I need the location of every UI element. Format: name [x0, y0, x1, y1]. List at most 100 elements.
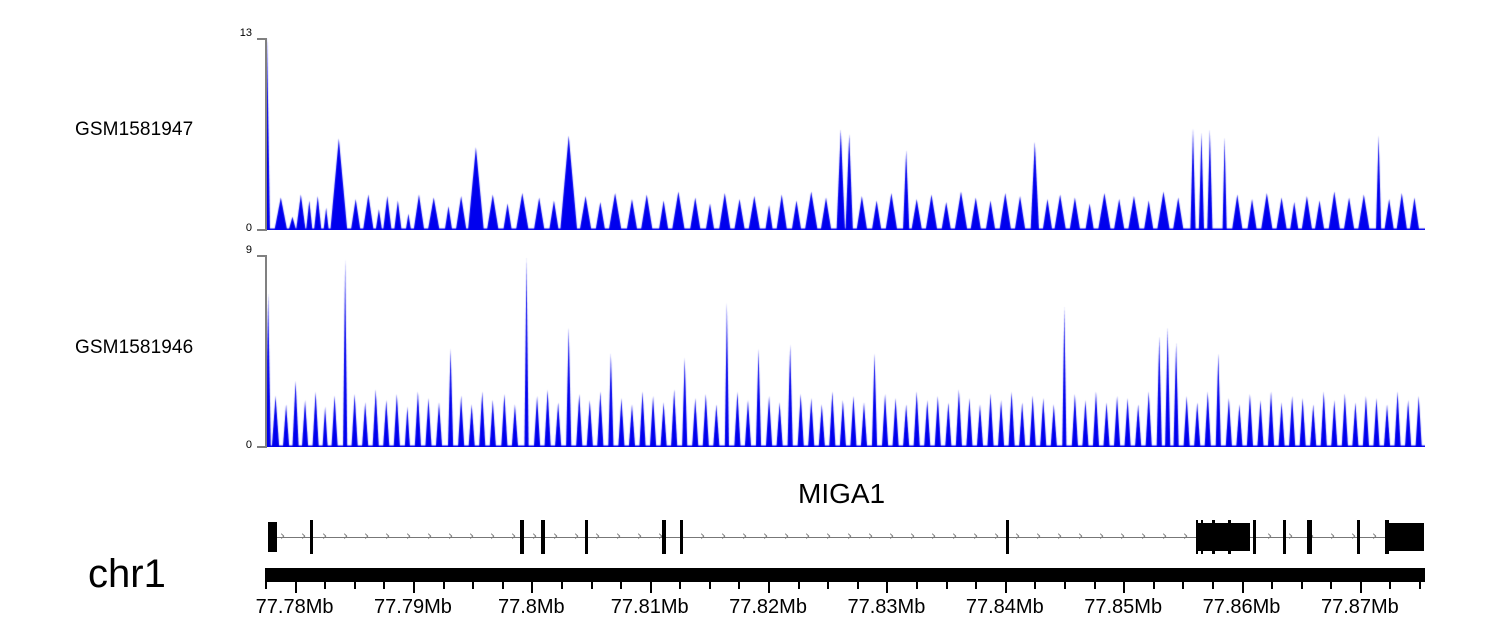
gene-exon[interactable]: [1212, 520, 1215, 554]
intron-arrow-icon: ›: [1120, 529, 1126, 544]
gene-exon[interactable]: [1228, 520, 1231, 554]
ruler-minor-tick: [620, 582, 623, 589]
intron-arrow-icon: ›: [1330, 529, 1336, 544]
intron-arrow-icon: ›: [553, 529, 559, 544]
intron-arrow-icon: ›: [1078, 529, 1084, 544]
intron-arrow-icon: ›: [364, 529, 370, 544]
ruler-major-tick: [886, 582, 889, 593]
intron-arrow-icon: ›: [1036, 529, 1042, 544]
track-label-gsm1581946: GSM1581946: [75, 337, 194, 358]
gene-exon[interactable]: [1201, 520, 1203, 554]
ruler-tick-label: 77.82Mb: [729, 596, 807, 618]
gene-exon[interactable]: [520, 520, 524, 554]
intron-arrow-icon: ›: [826, 529, 832, 544]
intron-arrow-icon: ›: [1015, 529, 1021, 544]
intron-arrow-icon: ›: [343, 529, 349, 544]
y-axis-tick-max-track2: [257, 255, 266, 257]
intron-line: [268, 537, 1424, 538]
intron-arrow-icon: ›: [784, 529, 790, 544]
intron-arrow-icon: ›: [1141, 529, 1147, 544]
ruler-minor-tick: [1271, 582, 1274, 589]
ruler-major-tick: [294, 582, 297, 593]
ruler-minor-tick: [1419, 582, 1422, 589]
ruler-tick-label: 77.87Mb: [1320, 596, 1399, 618]
ruler-minor-tick: [1034, 582, 1037, 589]
ruler-minor-tick: [1389, 582, 1392, 589]
ruler-major-tick: [1004, 582, 1007, 593]
track-label-gsm1581947: GSM1581947: [75, 119, 194, 140]
y-axis-max-label-track2: 9: [245, 244, 252, 256]
ruler-minor-tick: [738, 582, 741, 589]
intron-arrow-icon: ›: [1267, 529, 1273, 544]
intron-arrow-icon: ›: [721, 529, 727, 544]
y-axis-tick-min-track2: [257, 446, 266, 448]
gene-exon[interactable]: [1006, 520, 1009, 554]
intron-arrow-icon: ›: [805, 529, 811, 544]
intron-arrow-icon: ›: [532, 529, 538, 544]
ruler-major-tick: [1359, 582, 1362, 593]
gene-exon[interactable]: [585, 520, 588, 554]
y-axis-line-track1: [265, 38, 267, 231]
ruler-minor-tick: [945, 582, 948, 589]
ruler-major-tick: [768, 582, 771, 593]
intron-arrow-icon: ›: [616, 529, 622, 544]
ruler-minor-tick: [324, 582, 327, 589]
coverage-canvas-gsm1581947: [265, 38, 1425, 230]
intron-arrow-icon: ›: [574, 529, 580, 544]
gene-exon[interactable]: [1253, 520, 1256, 554]
ruler-tick-label: 77.84Mb: [965, 596, 1044, 618]
ruler-minor-tick: [590, 582, 593, 589]
intron-arrow-icon: ›: [1351, 529, 1357, 544]
intron-arrow-icon: ›: [637, 529, 643, 544]
ruler-minor-tick: [708, 582, 711, 589]
ruler-tick-label: 77.85Mb: [1084, 596, 1163, 618]
ruler-tick-label: 77.79Mb: [374, 596, 452, 618]
intron-arrow-icon: ›: [742, 529, 748, 544]
intron-arrow-icon: ›: [1162, 529, 1168, 544]
intron-arrow-icon: ›: [301, 529, 307, 544]
gene-model-track[interactable]: › › › › › › › › › › › › › › › › › › › › › › › › › › › › › › › › › › › › › › › ›…: [0, 515, 1500, 561]
gene-exon[interactable]: [1357, 520, 1360, 554]
coverage-canvas-gsm1581946: [265, 255, 1425, 447]
intron-arrow-icon: ›: [427, 529, 433, 544]
y-axis-line-track2: [265, 255, 267, 448]
intron-arrow-icon: ›: [385, 529, 391, 544]
intron-arrow-icon: ›: [868, 529, 874, 544]
ruler-label-group: 77.78Mb 77.79Mb 77.8Mb 77.81Mb 77.82Mb 77.83M…: [0, 596, 1500, 626]
gene-exon[interactable]: [680, 520, 683, 554]
intron-arrow-icon: ›: [994, 529, 1000, 544]
ruler-tick-label: 77.78Mb: [255, 596, 334, 618]
gene-exon[interactable]: [268, 522, 277, 552]
intron-arrow-icon: ›: [952, 529, 958, 544]
gene-exon[interactable]: [1307, 520, 1312, 554]
ruler-tick-label: 77.86Mb: [1202, 596, 1281, 618]
ruler-minor-tick: [472, 582, 475, 589]
y-axis-min-label-track1: 0: [245, 222, 252, 234]
ruler-minor-tick: [1211, 582, 1214, 589]
ruler-minor-tick: [442, 582, 445, 589]
gene-exon[interactable]: [1283, 520, 1286, 554]
gene-exon[interactable]: [1196, 520, 1198, 554]
ruler-minor-tick: [916, 582, 919, 589]
ruler-major-tick: [412, 582, 415, 593]
ruler-minor-tick: [560, 582, 563, 589]
intron-arrow-icon: ›: [931, 529, 937, 544]
gene-exon[interactable]: [662, 520, 666, 554]
ideogram-bar: [265, 568, 1425, 582]
gene-exon[interactable]: [1385, 523, 1424, 551]
intron-arrow-icon: ›: [889, 529, 895, 544]
ruler-minor-tick: [679, 582, 682, 589]
coverage-track-gsm1581946[interactable]: [265, 255, 1425, 447]
intron-arrow-icon: ›: [511, 529, 517, 544]
y-axis-min-label-track2: 0: [245, 439, 252, 451]
ruler-minor-tick: [1300, 582, 1303, 589]
gene-exon[interactable]: [310, 520, 313, 554]
intron-arrow-icon: ›: [658, 529, 664, 544]
gene-exon[interactable]: [541, 520, 545, 554]
gene-exon[interactable]: [1196, 523, 1250, 551]
ruler-minor-tick: [1063, 582, 1066, 589]
ruler-minor-tick: [856, 582, 859, 589]
intron-arrow-icon: ›: [1057, 529, 1063, 544]
coverage-track-gsm1581947[interactable]: [265, 38, 1425, 230]
intron-arrow-icon: ›: [700, 529, 706, 544]
